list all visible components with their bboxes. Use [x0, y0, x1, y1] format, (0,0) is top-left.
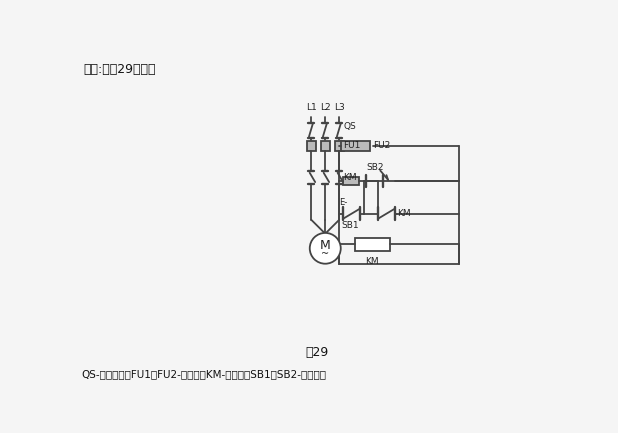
Text: M: M: [320, 239, 331, 252]
Text: QS: QS: [343, 122, 356, 131]
Circle shape: [310, 233, 341, 264]
Text: FU1: FU1: [343, 142, 360, 150]
Text: QS-隔离开关；FU1、FU2-熔断器；KM-接触器；SB1、SB2-按钮开关: QS-隔离开关；FU1、FU2-熔断器；KM-接触器；SB1、SB2-按钮开关: [81, 369, 326, 379]
Text: L1: L1: [306, 103, 316, 112]
Bar: [321, 141, 330, 151]
Text: SB2: SB2: [366, 163, 384, 172]
Text: L3: L3: [334, 103, 345, 112]
Bar: [307, 141, 316, 151]
Text: KM: KM: [397, 209, 411, 218]
Text: 答案:如图29所示。: 答案:如图29所示。: [83, 63, 156, 76]
Text: 图29: 图29: [305, 346, 328, 359]
Text: SB1: SB1: [342, 222, 359, 230]
Bar: [341, 141, 370, 151]
Text: ~: ~: [321, 249, 329, 259]
Text: L2: L2: [320, 103, 331, 112]
Text: E-: E-: [339, 198, 347, 207]
Text: KM: KM: [365, 257, 379, 266]
Text: FU2: FU2: [373, 142, 391, 150]
Bar: [334, 141, 344, 151]
Text: KM: KM: [343, 173, 357, 182]
Bar: [355, 238, 389, 252]
Bar: [343, 178, 358, 185]
